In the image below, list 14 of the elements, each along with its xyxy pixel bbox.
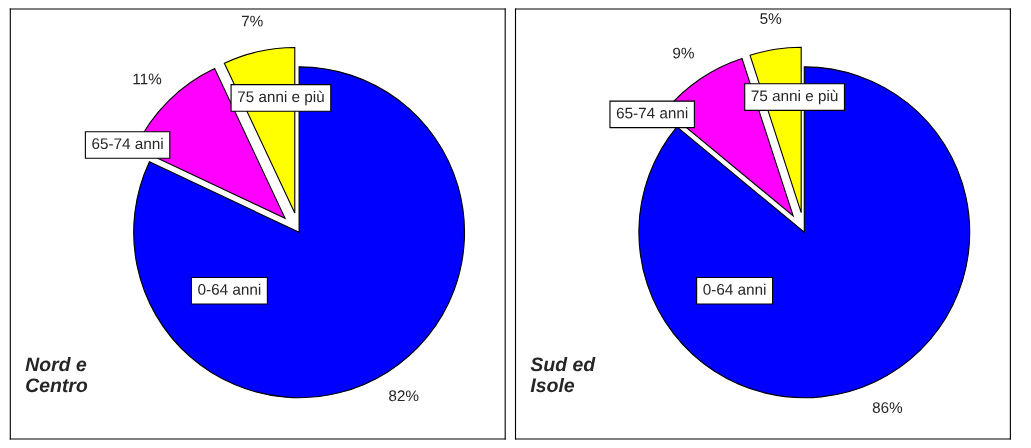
data-label: 86%	[872, 402, 903, 413]
text: Nord e Centro	[25, 356, 88, 393]
slice-label: 65-74 anni	[616, 107, 688, 119]
slice-label: 65-74 anni	[92, 137, 163, 150]
data-label: 82%	[389, 390, 419, 402]
text: Sud ed Isole	[530, 356, 596, 393]
slice-label: 75 anni e più	[751, 89, 838, 105]
slice-label: 0-64 anni	[703, 283, 766, 295]
data-label: 11%	[133, 73, 162, 85]
data-label: 5%	[760, 13, 782, 24]
data-label: 7%	[241, 15, 263, 27]
slice-label: 0-64 anni	[198, 283, 261, 295]
data-label: 9%	[673, 47, 694, 59]
slice-label: 75 anni e più	[237, 90, 324, 106]
